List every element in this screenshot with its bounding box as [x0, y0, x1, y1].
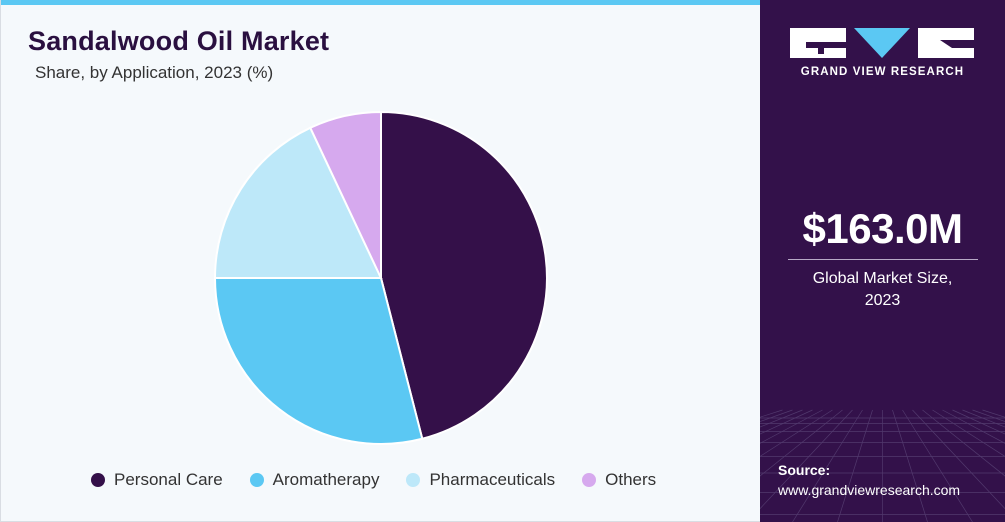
- chart-legend: Personal Care Aromatherapy Pharmaceuticals…: [91, 470, 683, 490]
- legend-item-others: Others: [582, 470, 656, 490]
- market-size-label: Global Market Size, 2023: [760, 268, 1005, 312]
- divider: [788, 259, 978, 260]
- pie-slice-aromatherapy: [213, 277, 424, 445]
- legend-label: Aromatherapy: [272, 470, 380, 489]
- legend-label: Pharmaceuticals: [429, 470, 556, 489]
- grid-lines: [760, 409, 1005, 522]
- sidebar: GRAND VIEW RESEARCH $163.0M Global Marke…: [760, 0, 1005, 522]
- decorative-grid: [760, 409, 1005, 522]
- grand-view-research-logo: [790, 28, 974, 58]
- market-size-label-line1: Global Market Size,: [812, 270, 953, 287]
- legend-swatch: [249, 473, 264, 487]
- source-url: www.grandviewresearch.com: [778, 482, 961, 498]
- legend-swatch: [406, 473, 421, 487]
- source-label: Source:: [778, 462, 831, 478]
- pie-chart: [213, 110, 548, 445]
- chart-subtitle: Share, by Application, 2023 (%): [35, 63, 274, 82]
- legend-item-aromatherapy: Aromatherapy: [249, 470, 380, 490]
- chart-title: Sandalwood Oil Market: [28, 26, 330, 56]
- legend-item-pharmaceuticals: Pharmaceuticals: [406, 470, 555, 490]
- chart-panel: Sandalwood Oil Market Share, by Applicat…: [0, 0, 761, 522]
- market-size-value: $163.0M: [802, 205, 963, 252]
- legend-label: Others: [605, 470, 657, 489]
- legend-swatch: [582, 473, 597, 487]
- pie-slice-personal-care: [380, 110, 548, 440]
- legend-swatch: [91, 473, 105, 487]
- legend-item-personal-care: Personal Care: [91, 470, 223, 490]
- brand-name: GRAND VIEW RESEARCH: [800, 66, 965, 78]
- accent-bar: [1, 0, 761, 5]
- market-size-label-line2: 2023: [864, 292, 901, 309]
- legend-label: Personal Care: [114, 470, 223, 489]
- pie-slice-pharmaceuticals: [213, 126, 383, 279]
- pie-slice-others: [308, 110, 382, 279]
